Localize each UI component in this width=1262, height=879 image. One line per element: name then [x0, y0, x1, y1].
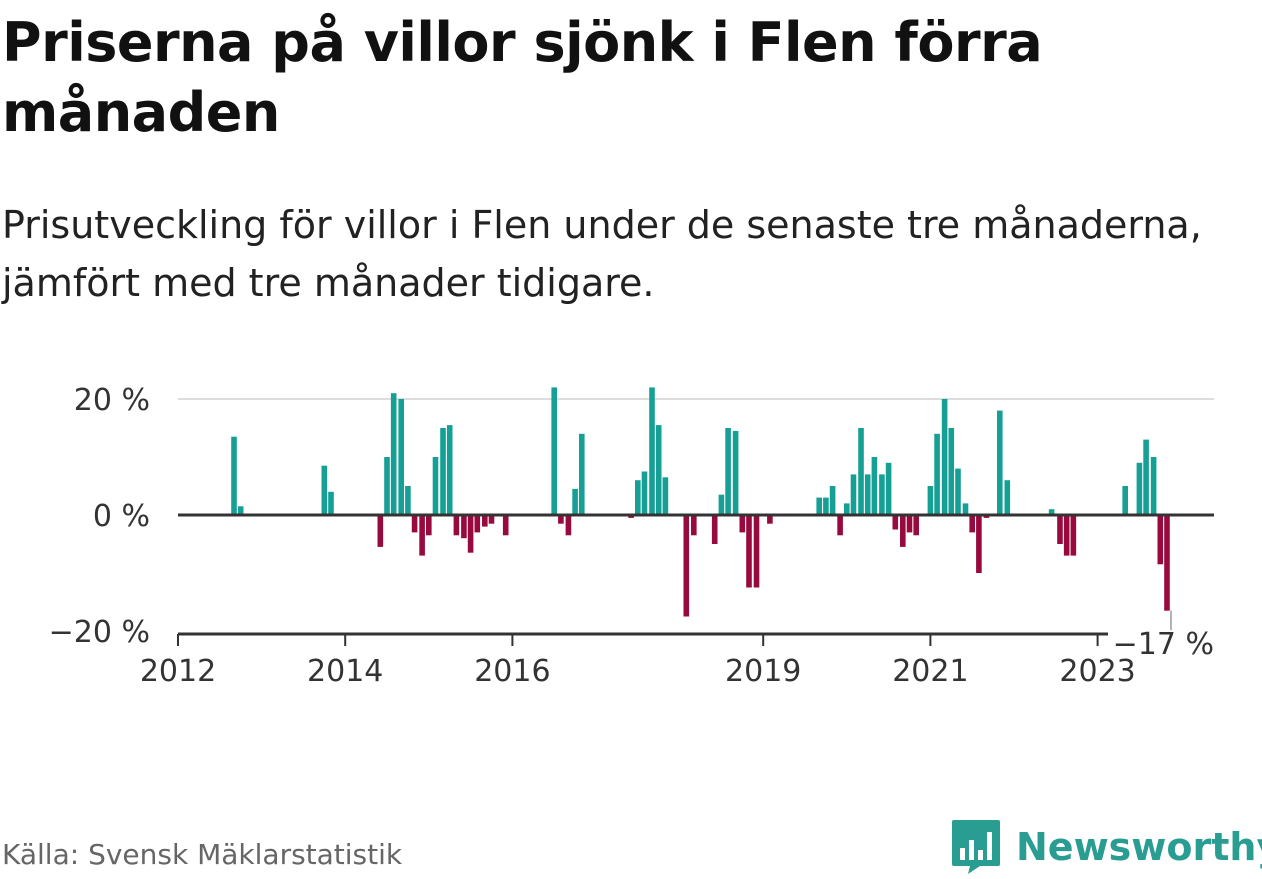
- bar-positive: [440, 428, 446, 515]
- bar-negative: [683, 515, 690, 617]
- bar-negative: [558, 515, 564, 524]
- bar-positive: [662, 477, 669, 515]
- bar-positive: [1136, 462, 1143, 515]
- bar-negative: [892, 515, 899, 530]
- bar-negative: [976, 515, 982, 573]
- bar-negative: [461, 515, 467, 539]
- x-tick-label: 2012: [140, 654, 216, 689]
- chart-title: Priserna på villor sjönk i Flen förra må…: [2, 11, 1043, 144]
- y-tick-label: 0 %: [93, 499, 150, 534]
- bar-positive: [551, 387, 557, 515]
- bar-negative: [1057, 515, 1063, 544]
- bar-positive: [927, 486, 934, 515]
- bar-positive: [816, 497, 823, 515]
- bar-positive: [850, 474, 857, 515]
- bar-positive: [725, 428, 731, 515]
- bar-positive: [962, 503, 969, 515]
- bar-negative: [482, 515, 488, 527]
- bar-positive: [321, 465, 328, 515]
- bar-negative: [906, 515, 913, 533]
- bar-positive: [432, 457, 439, 515]
- bar-negative: [739, 515, 746, 533]
- bar-negative: [411, 515, 418, 533]
- bar-positive: [844, 503, 850, 515]
- bar-positive: [384, 457, 390, 515]
- bar-positive: [941, 399, 948, 515]
- bar-negative: [900, 515, 906, 547]
- bar-negative: [837, 515, 843, 536]
- bar-positive: [885, 462, 892, 515]
- bar-positive: [1122, 486, 1128, 515]
- bar-positive: [934, 433, 940, 515]
- bar-negative: [1070, 515, 1077, 556]
- x-tick-label: 2019: [725, 654, 801, 689]
- bar-negative: [913, 515, 919, 536]
- bar-positive: [955, 468, 961, 515]
- bar-positive: [829, 486, 836, 515]
- bar-positive: [655, 425, 662, 515]
- bar-negative: [746, 515, 752, 588]
- x-tick-label: 2021: [892, 654, 968, 689]
- bar-positive: [390, 393, 397, 515]
- y-tick-label: 20 %: [74, 383, 150, 418]
- bar-negative: [691, 515, 697, 536]
- x-tick-label: 2014: [307, 654, 383, 689]
- bar-negative: [474, 515, 481, 533]
- bar-chart: 20 % 0 % −20 % 2012 2014 2016 2019 2021 2023−17 …: [49, 383, 1216, 689]
- bar-positive: [649, 387, 655, 515]
- bar-positive: [1143, 439, 1149, 515]
- newsworthy-logo: Newsworthy: [950, 818, 1262, 876]
- bar-positive: [446, 425, 453, 515]
- bar-negative: [467, 515, 474, 553]
- bar-negative: [1164, 515, 1170, 611]
- bar-positive: [871, 457, 878, 515]
- bar-positive: [237, 506, 244, 515]
- bar-positive: [578, 433, 585, 515]
- y-tick-label: −20 %: [49, 615, 150, 650]
- bar-negative: [1157, 515, 1164, 565]
- bar-negative: [419, 515, 425, 556]
- bar-negative: [1063, 515, 1070, 556]
- bar-negative: [711, 515, 718, 544]
- logo-name: Newsworthy: [1016, 825, 1262, 869]
- bar-negative: [377, 515, 384, 547]
- bar-negative: [502, 515, 509, 536]
- bar-positive: [1048, 509, 1055, 515]
- bar-positive: [732, 430, 739, 515]
- bar-positive: [572, 488, 578, 515]
- bar-positive: [635, 480, 641, 515]
- bar-positive: [864, 474, 871, 515]
- bar-positive: [948, 428, 955, 515]
- x-tick-label: 2016: [474, 654, 550, 689]
- bar-positive: [1150, 457, 1157, 515]
- bar-positive: [879, 474, 885, 515]
- last-value-label: −17 %: [1113, 627, 1214, 662]
- bar-positive: [641, 471, 648, 515]
- last-value-label-bg: [1108, 616, 1216, 654]
- bar-negative: [488, 515, 495, 524]
- source-note: Källa: Svensk Mäklarstatistik: [2, 838, 403, 871]
- bar-negative: [426, 515, 432, 536]
- bar-positive: [405, 486, 411, 515]
- bar-positive: [231, 436, 237, 515]
- bar-positive: [328, 491, 334, 515]
- bar-negative: [753, 515, 760, 588]
- bar-positive: [996, 410, 1003, 515]
- newsworthy-logo-icon: [952, 820, 1000, 874]
- bar-negative: [453, 515, 460, 536]
- bar-positive: [398, 399, 405, 515]
- bar-positive: [823, 497, 829, 515]
- bar-negative: [767, 515, 773, 524]
- bar-positive: [1004, 480, 1011, 515]
- bar-negative: [969, 515, 975, 533]
- bar-positive: [858, 428, 864, 515]
- bar-negative: [565, 515, 572, 536]
- x-tick-label: 2023: [1059, 654, 1135, 689]
- chart-subtitle: Prisutveckling för villor i Flen under d…: [2, 203, 1202, 305]
- bar-positive: [718, 494, 725, 515]
